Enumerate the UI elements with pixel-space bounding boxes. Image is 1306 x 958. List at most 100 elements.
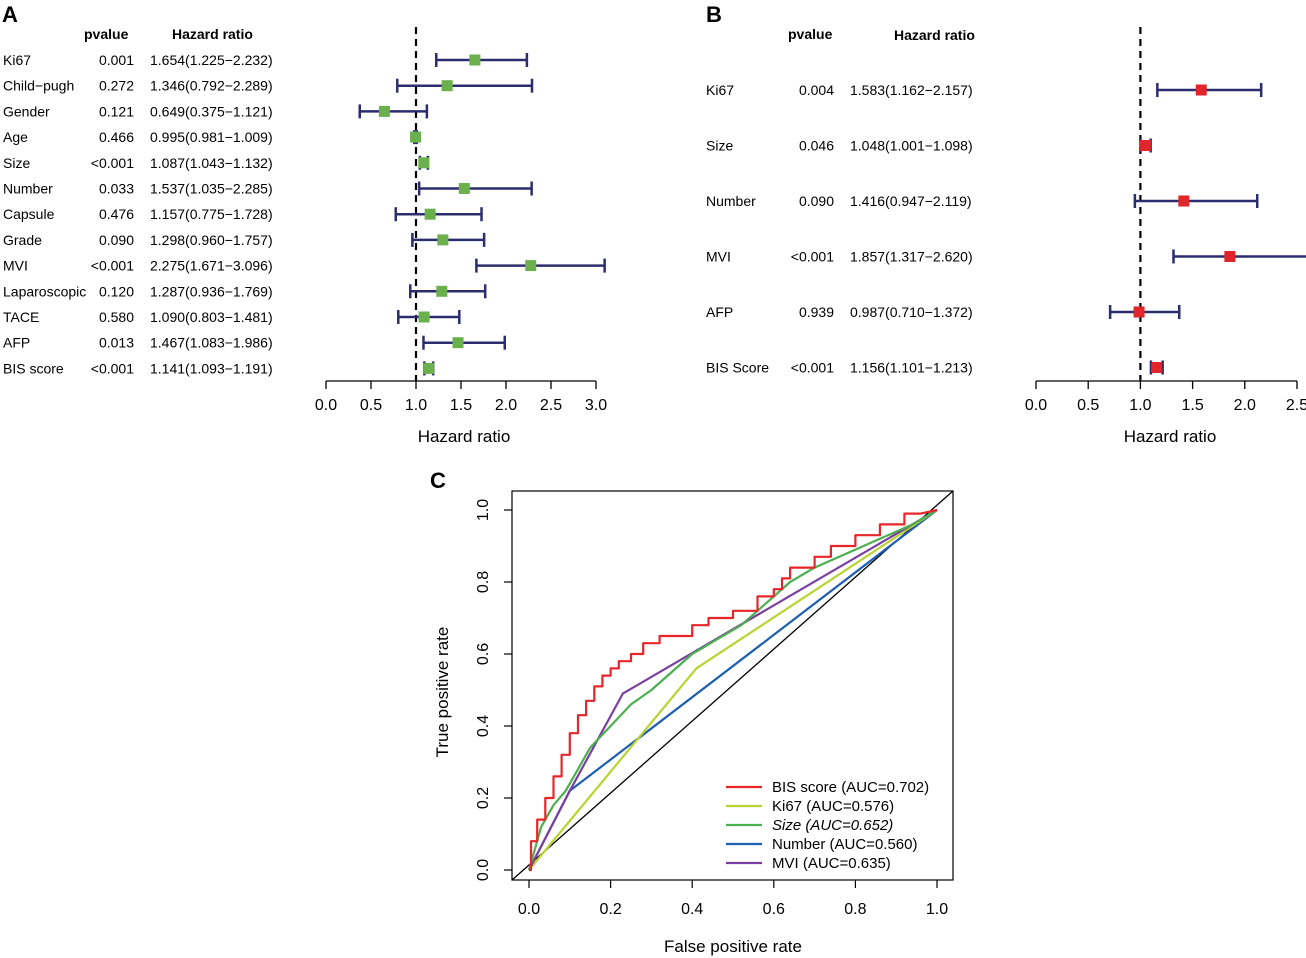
row-hazard-ratio-text: 1.467(1.083−1.986) [150, 335, 273, 351]
row-hazard-ratio-text: 1.157(0.775−1.728) [150, 206, 273, 222]
row-hazard-ratio-text: 0.649(0.375−1.121) [150, 103, 273, 119]
panel-label-a: A [2, 2, 18, 27]
row-label: Number [706, 193, 756, 209]
row-pvalue: 0.476 [99, 206, 134, 222]
roc-curve-1 [528, 509, 938, 871]
legend-entry: MVI (AUC=0.635) [772, 855, 891, 872]
panel-b-xlabel: Hazard ratio [1124, 427, 1217, 446]
row-hazard-ratio-text: 1.537(1.035−2.285) [150, 181, 273, 197]
hr-marker [418, 157, 430, 169]
x-tick-label: 1.0 [926, 901, 948, 918]
panel-b-hr-header: Hazard ratio [894, 27, 975, 43]
x-tick-label: 1.0 [1129, 397, 1151, 414]
hr-marker [436, 285, 448, 297]
row-label: MVI [706, 249, 731, 265]
row-hazard-ratio-text: 1.583(1.162−2.157) [850, 82, 973, 98]
x-tick-label: 0.0 [1025, 397, 1047, 414]
x-tick-label: 0.8 [844, 901, 866, 918]
y-tick-label: 0.8 [475, 571, 492, 593]
legend-entry: BIS score (AUC=0.702) [772, 779, 929, 796]
hr-marker [410, 131, 422, 143]
hr-marker [441, 80, 453, 92]
row-hazard-ratio-text: 0.995(0.981−1.009) [150, 129, 273, 145]
roc-plot-frame [511, 490, 954, 881]
row-pvalue: <0.001 [91, 155, 134, 171]
x-tick-label: 0.6 [763, 901, 785, 918]
row-hazard-ratio-text: 1.416(0.947−2.119) [850, 193, 972, 209]
hr-marker [437, 234, 449, 246]
row-label: BIS score [3, 360, 64, 376]
row-label: Child−pugh [3, 78, 74, 94]
row-label: Number [3, 181, 53, 197]
x-tick-label: 2.5 [540, 397, 562, 414]
row-pvalue: 0.121 [99, 103, 134, 119]
x-tick-label: 2.0 [495, 397, 517, 414]
row-hazard-ratio-text: 0.987(0.710−1.372) [850, 304, 973, 320]
row-label: Ki67 [3, 52, 31, 68]
row-pvalue: 0.939 [799, 304, 834, 320]
hr-marker [525, 260, 537, 272]
hr-marker [423, 362, 435, 374]
row-pvalue: 0.033 [99, 181, 134, 197]
row-hazard-ratio-text: 2.275(1.671−3.096) [150, 258, 273, 274]
row-label: MVI [3, 258, 28, 274]
row-label: AFP [3, 335, 30, 351]
roc-chart: 0.0 0.0 0.2 0.2 0.4 0.4 0.6 0.6 0.8 0.8 1.0 1.0 BIS … [475, 490, 954, 918]
x-tick-label: 2.0 [1234, 397, 1256, 414]
x-tick-label: 0.2 [599, 901, 621, 918]
y-tick-label: 0.6 [475, 643, 492, 665]
legend-entry: Size (AUC=0.652) [772, 817, 893, 834]
x-tick-label: 0.4 [681, 901, 703, 918]
row-label: Gender [3, 103, 50, 119]
row-label: AFP [706, 304, 733, 320]
hr-marker [418, 311, 430, 323]
panel-b-pvalue-header: pvalue [788, 26, 833, 42]
panel-b: B pvalue Hazard ratio 0.0 0.5 1.0 1.5 2.0 2.5… [706, 2, 1306, 446]
row-pvalue: 0.090 [99, 232, 134, 248]
row-label: TACE [3, 309, 39, 325]
roc-ylabel: True positive rate [433, 627, 452, 758]
row-hazard-ratio-text: 1.857(1.317−2.620) [850, 249, 973, 265]
row-pvalue: 0.272 [99, 78, 134, 94]
x-tick-label: 0.0 [315, 397, 337, 414]
hr-marker [458, 183, 470, 194]
row-hazard-ratio-text: 1.298(0.960−1.757) [150, 232, 273, 248]
panel-a-forest: 0.0 0.5 1.0 1.5 2.0 2.5 3.0 Ki67 0.001 1.654(1.22… [3, 27, 607, 414]
row-hazard-ratio-text: 1.090(0.803−1.481) [150, 309, 273, 325]
row-pvalue: 0.013 [99, 335, 134, 351]
legend-entry: Number (AUC=0.560) [772, 836, 917, 853]
row-label: Laparoscopic [3, 283, 86, 299]
panel-label-b: B [706, 2, 722, 27]
x-tick-label: 3.0 [585, 397, 607, 414]
hr-marker [452, 337, 464, 349]
y-tick-label: 0.2 [475, 787, 492, 809]
y-tick-label: 0.4 [475, 715, 492, 737]
panel-label-c: C [430, 468, 446, 493]
row-label: Size [706, 138, 733, 154]
row-pvalue: 0.466 [99, 129, 134, 145]
roc-xlabel: False positive rate [664, 937, 802, 956]
hr-marker [378, 105, 390, 117]
hr-marker [1151, 362, 1163, 373]
row-label: Size [3, 155, 30, 171]
row-label: Age [3, 129, 28, 145]
hr-marker [424, 208, 436, 220]
x-tick-label: 1.0 [405, 397, 427, 414]
hr-marker [1224, 251, 1236, 262]
chance-diagonal [511, 490, 954, 881]
roc-curve-3 [528, 509, 938, 871]
row-label: Capsule [3, 206, 55, 222]
panel-c: C 0.0 0.0 0.2 0.2 0.4 0.4 0.6 0.6 0.8 0.8 1.0 1.0 BI… [430, 468, 954, 956]
panel-a-hr-header: Hazard ratio [172, 26, 253, 42]
y-tick-label: 1.0 [475, 499, 492, 521]
roc-curve-2 [527, 509, 938, 871]
row-pvalue: 0.120 [99, 283, 134, 299]
row-hazard-ratio-text: 1.141(1.093−1.191) [150, 360, 273, 376]
hr-marker [1195, 84, 1207, 96]
row-pvalue: <0.001 [91, 258, 134, 274]
x-tick-label: 1.5 [1181, 397, 1203, 414]
row-pvalue: <0.001 [91, 360, 134, 376]
panel-a: A pvalue Hazard ratio 0.0 0.5 1.0 1.5 2.0 2.5… [2, 2, 607, 446]
row-label: Ki67 [706, 82, 734, 98]
